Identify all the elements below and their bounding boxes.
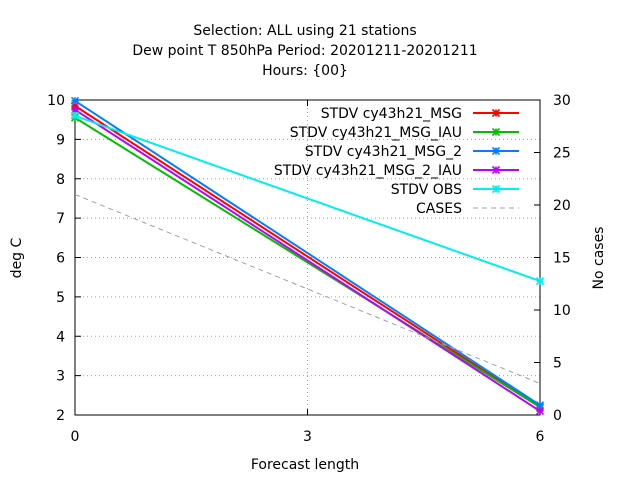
legend-label: STDV OBS xyxy=(391,182,462,198)
y2-axis-label: No cases xyxy=(591,227,607,290)
y-tick-label: 2 xyxy=(56,408,65,424)
legend-label: CASES xyxy=(416,201,462,217)
data-point xyxy=(535,401,545,410)
x-tick-label: 0 xyxy=(71,429,80,445)
legend-item: STDV cy43h21_MSG_2_IAU xyxy=(274,163,519,179)
legend-item: STDV cy43h21_MSG_2 xyxy=(305,144,519,160)
y-tick-label: 8 xyxy=(56,172,65,188)
y-tick-label: 10 xyxy=(47,93,65,109)
legend-label: STDV cy43h21_MSG xyxy=(321,106,462,122)
legend-item: STDV cy43h21_MSG xyxy=(321,106,519,122)
series-line xyxy=(74,108,541,412)
x-tick-label: 6 xyxy=(536,429,545,445)
legend-label: STDV cy43h21_MSG_2 xyxy=(305,144,462,160)
data-point xyxy=(491,165,501,175)
y2-tick-label: 30 xyxy=(553,93,571,109)
y-axis-label: deg C xyxy=(9,237,25,278)
data-point xyxy=(70,101,80,110)
series-5 xyxy=(74,194,541,384)
y-tick-label: 4 xyxy=(56,329,65,345)
data-point xyxy=(70,111,80,120)
legend-item: CASES xyxy=(416,201,519,217)
series-line xyxy=(74,116,541,408)
y-tick-label: 5 xyxy=(56,290,65,306)
chart-title-line-1: Selection: ALL using 21 stations xyxy=(193,23,416,39)
axis-ticks: 2 3 4 5 6 7 8 9 10 0 5 10 15 20 25 30 0 3 6 xyxy=(47,93,571,445)
y-tick-label: 7 xyxy=(56,211,65,227)
chart-title-line-2: Dew point T 850hPa Period: 20201211-2020… xyxy=(132,43,477,59)
y-tick-label: 3 xyxy=(56,369,65,385)
legend-item: STDV OBS xyxy=(391,182,519,198)
legend-item: STDV cy43h21_MSG_IAU xyxy=(290,125,519,141)
y2-tick-label: 10 xyxy=(553,303,571,319)
series-2 xyxy=(70,96,545,410)
data-point xyxy=(535,277,545,286)
data-point xyxy=(70,105,80,114)
y-tick-label: 6 xyxy=(56,251,65,267)
series-line xyxy=(74,99,541,407)
data-point xyxy=(491,127,501,137)
data-point xyxy=(491,146,501,156)
legend-label: STDV cy43h21_MSG_2_IAU xyxy=(274,163,462,179)
x-tick-label: 3 xyxy=(303,429,312,445)
y2-tick-label: 0 xyxy=(553,408,562,424)
legend-label: STDV cy43h21_MSG_IAU xyxy=(290,125,462,141)
y2-tick-label: 5 xyxy=(553,356,562,372)
legend: STDV cy43h21_MSG STDV cy43h21_MSG_IAU STDV… xyxy=(274,106,519,217)
y2-tick-label: 20 xyxy=(553,198,571,214)
series-line xyxy=(74,194,541,384)
data-point xyxy=(70,96,80,105)
data-point xyxy=(491,108,501,118)
data-point xyxy=(535,406,545,416)
data-point xyxy=(491,184,501,194)
chart-title-line-3: Hours: {00} xyxy=(262,63,348,79)
y-tick-label: 9 xyxy=(56,132,65,148)
x-axis-label: Forecast length xyxy=(251,457,359,473)
series-line xyxy=(74,114,541,283)
series-4 xyxy=(70,111,545,286)
y2-tick-label: 25 xyxy=(553,146,571,162)
series-line xyxy=(74,105,541,408)
series-layer xyxy=(70,96,545,416)
y2-tick-label: 15 xyxy=(553,251,571,267)
series-3 xyxy=(70,105,545,416)
